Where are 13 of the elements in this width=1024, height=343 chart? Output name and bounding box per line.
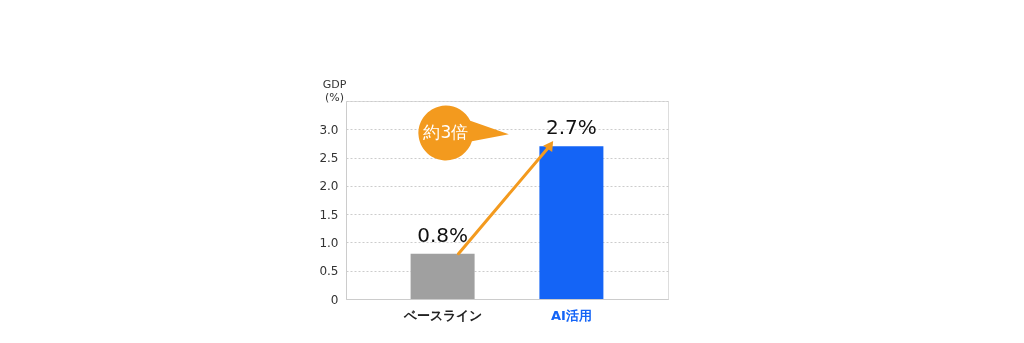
y-tick-label: 2.5 <box>319 151 339 166</box>
x-tick-label: AI活用 <box>550 307 592 323</box>
data-label: 0.8% <box>417 222 469 247</box>
y-tick-label: 0.5 <box>319 264 339 279</box>
data-label: 2.7% <box>545 115 597 140</box>
y-tick-label: 1.0 <box>319 235 339 250</box>
y-tick-label: 2.0 <box>319 179 339 194</box>
y-tick-label: 3.0 <box>319 122 339 137</box>
y-tick-label: 1.5 <box>319 207 339 222</box>
annotation: 約3倍 <box>423 122 469 142</box>
y-tick-label: 0 <box>330 292 339 307</box>
y-axis-title: GDP (%) <box>322 77 347 104</box>
x-tick-label: ベースライン <box>402 307 482 323</box>
